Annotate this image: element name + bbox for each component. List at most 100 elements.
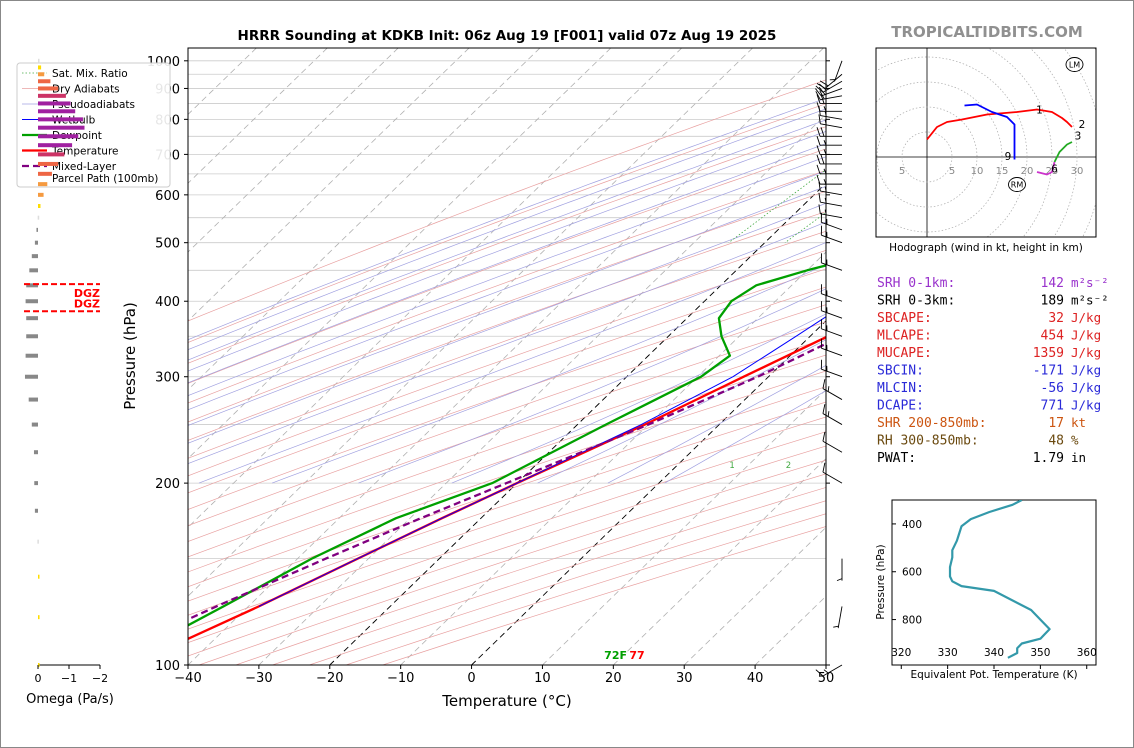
omega-bar [38,101,71,106]
index-unit: J/kg [1071,363,1101,378]
omega-bar [38,663,40,667]
wind-barb-half-flag [823,140,827,146]
wind-barb-flag [819,83,827,91]
wind-barb-flag [820,94,825,104]
omega-x-axis-label: Omega (Pa/s) [26,692,114,707]
isotherm-line [188,48,683,528]
index-value: 17 [1048,416,1064,431]
mixing-ratio-line [1067,48,1134,243]
surface-temp-label: 77 [629,649,644,662]
hodograph-ring [876,106,978,208]
dry-adiabat-line [188,126,826,364]
wind-barb-staff [822,664,843,677]
isotherm-line [329,182,826,665]
omega-bar [36,227,38,232]
index-value: 771 [1041,399,1064,414]
hodograph-frame [875,47,1097,238]
wind-barb-flag [816,127,821,137]
pseudoadiabat-line [198,242,826,484]
dry-adiabat-line [188,416,826,630]
isotherm-line [258,113,826,665]
theta-e-clip [948,500,1051,659]
omega-bar [38,93,66,98]
index-unit: J/kg [1071,380,1101,395]
index-value: 1359 [1033,346,1064,361]
wind-barb-staff [820,201,843,207]
index-unit: J/kg [1071,310,1101,325]
theta-e-panel: 320 330 340 350 360 400 600 800 Equivalent Pot. … [875,499,1097,681]
index-label: SBCIN: [877,364,924,379]
skewt-series [188,264,826,641]
wind-barb-half-flag [836,578,843,582]
theta-e-frame [891,499,1097,666]
wind-barb-flag [822,379,826,389]
wind-barb-flag [818,204,821,214]
omega-x-tick-label: 0 [35,672,42,685]
index-label: MUCAPE: [877,346,932,361]
omega-bar [24,374,38,379]
pseudoadiabat-line [188,131,826,372]
hodograph-ring-label: 10 [971,166,984,177]
wind-barb-half-flag [824,197,827,204]
theta-e-x-tick-label: 350 [1030,647,1050,659]
pseudoadiabat-line [188,143,826,384]
x-tick-label: 20 [605,671,622,686]
omega-bar [26,334,38,339]
dry-adiabat-line [188,103,826,343]
omega-bar [38,65,42,70]
index-value: 454 [1041,329,1065,344]
right-mover-label: RM [1011,181,1024,190]
theta-e-y-tick-label: 800 [902,615,922,627]
index-unit: in [1071,450,1086,465]
x-tick-label: 10 [534,671,551,686]
legend-entry: Dry Adiabats [52,84,120,96]
hodograph-height-label: 6 [1051,164,1058,176]
surface-dewpoint-label: 72F [604,649,627,662]
dry-adiabat-line [188,249,826,477]
y-tick-label: 500 [155,237,180,252]
hodograph-trace [964,103,1016,160]
hodograph-ring-label: 20 [1021,166,1034,177]
dry-adiabat-line [188,386,826,602]
dgz-label-top: DGZ [74,297,100,310]
dry-adiabat-line [235,473,826,665]
wind-barb-flag [819,80,829,87]
dry-adiabat-line [188,431,826,643]
omega-bar [38,615,40,620]
pseudoadiabat-line [188,170,826,411]
legend-entry: Sat. Mix. Ratio [52,68,128,80]
isotherm-line [188,48,541,391]
chart-title: HRRR Sounding at KDKB Init: 06z Aug 19 [… [238,28,777,44]
mixing-ratio-line [1022,48,1134,243]
legend-entry: Pseudoadiabats [52,99,135,111]
wind-barb-staff [820,115,843,120]
wind-barb-staff [822,413,843,425]
index-label: RH 300-850mb: [877,434,979,449]
wind-barb-staff [821,88,843,97]
theta-e-x-tick-label: 320 [891,647,911,659]
x-tick-label: −10 [387,671,414,686]
wind-barb-flag [822,431,826,442]
legend-entry-line: Mixed-Layer [52,161,117,173]
pseudoadiabat-line [188,185,826,426]
wind-barb-flag [818,114,821,124]
index-unit: % [1071,433,1079,448]
pseudoadiabat-line [188,97,826,341]
theta-e-y-tick-label: 600 [902,567,922,579]
wind-barb-half-flag [824,209,827,215]
hodograph-height-label: 2 [1079,119,1086,131]
wind-barb-flag [818,192,821,203]
wind-barb-staff [821,234,843,244]
wind-barb-staff [822,388,843,400]
pseudoadiabat-line [188,156,826,397]
omega-bar [37,215,40,220]
pseudoadiabat-line [358,288,826,484]
index-label: SRH 0-1km: [877,276,955,291]
omega-bar [38,143,73,148]
mixing-ratio-line [932,48,1134,243]
wind-barb-flag [816,145,821,155]
index-unit: m²s⁻² [1071,275,1109,290]
legend-entry-line: Temperature [51,146,119,158]
hodograph-trace [1053,141,1073,163]
